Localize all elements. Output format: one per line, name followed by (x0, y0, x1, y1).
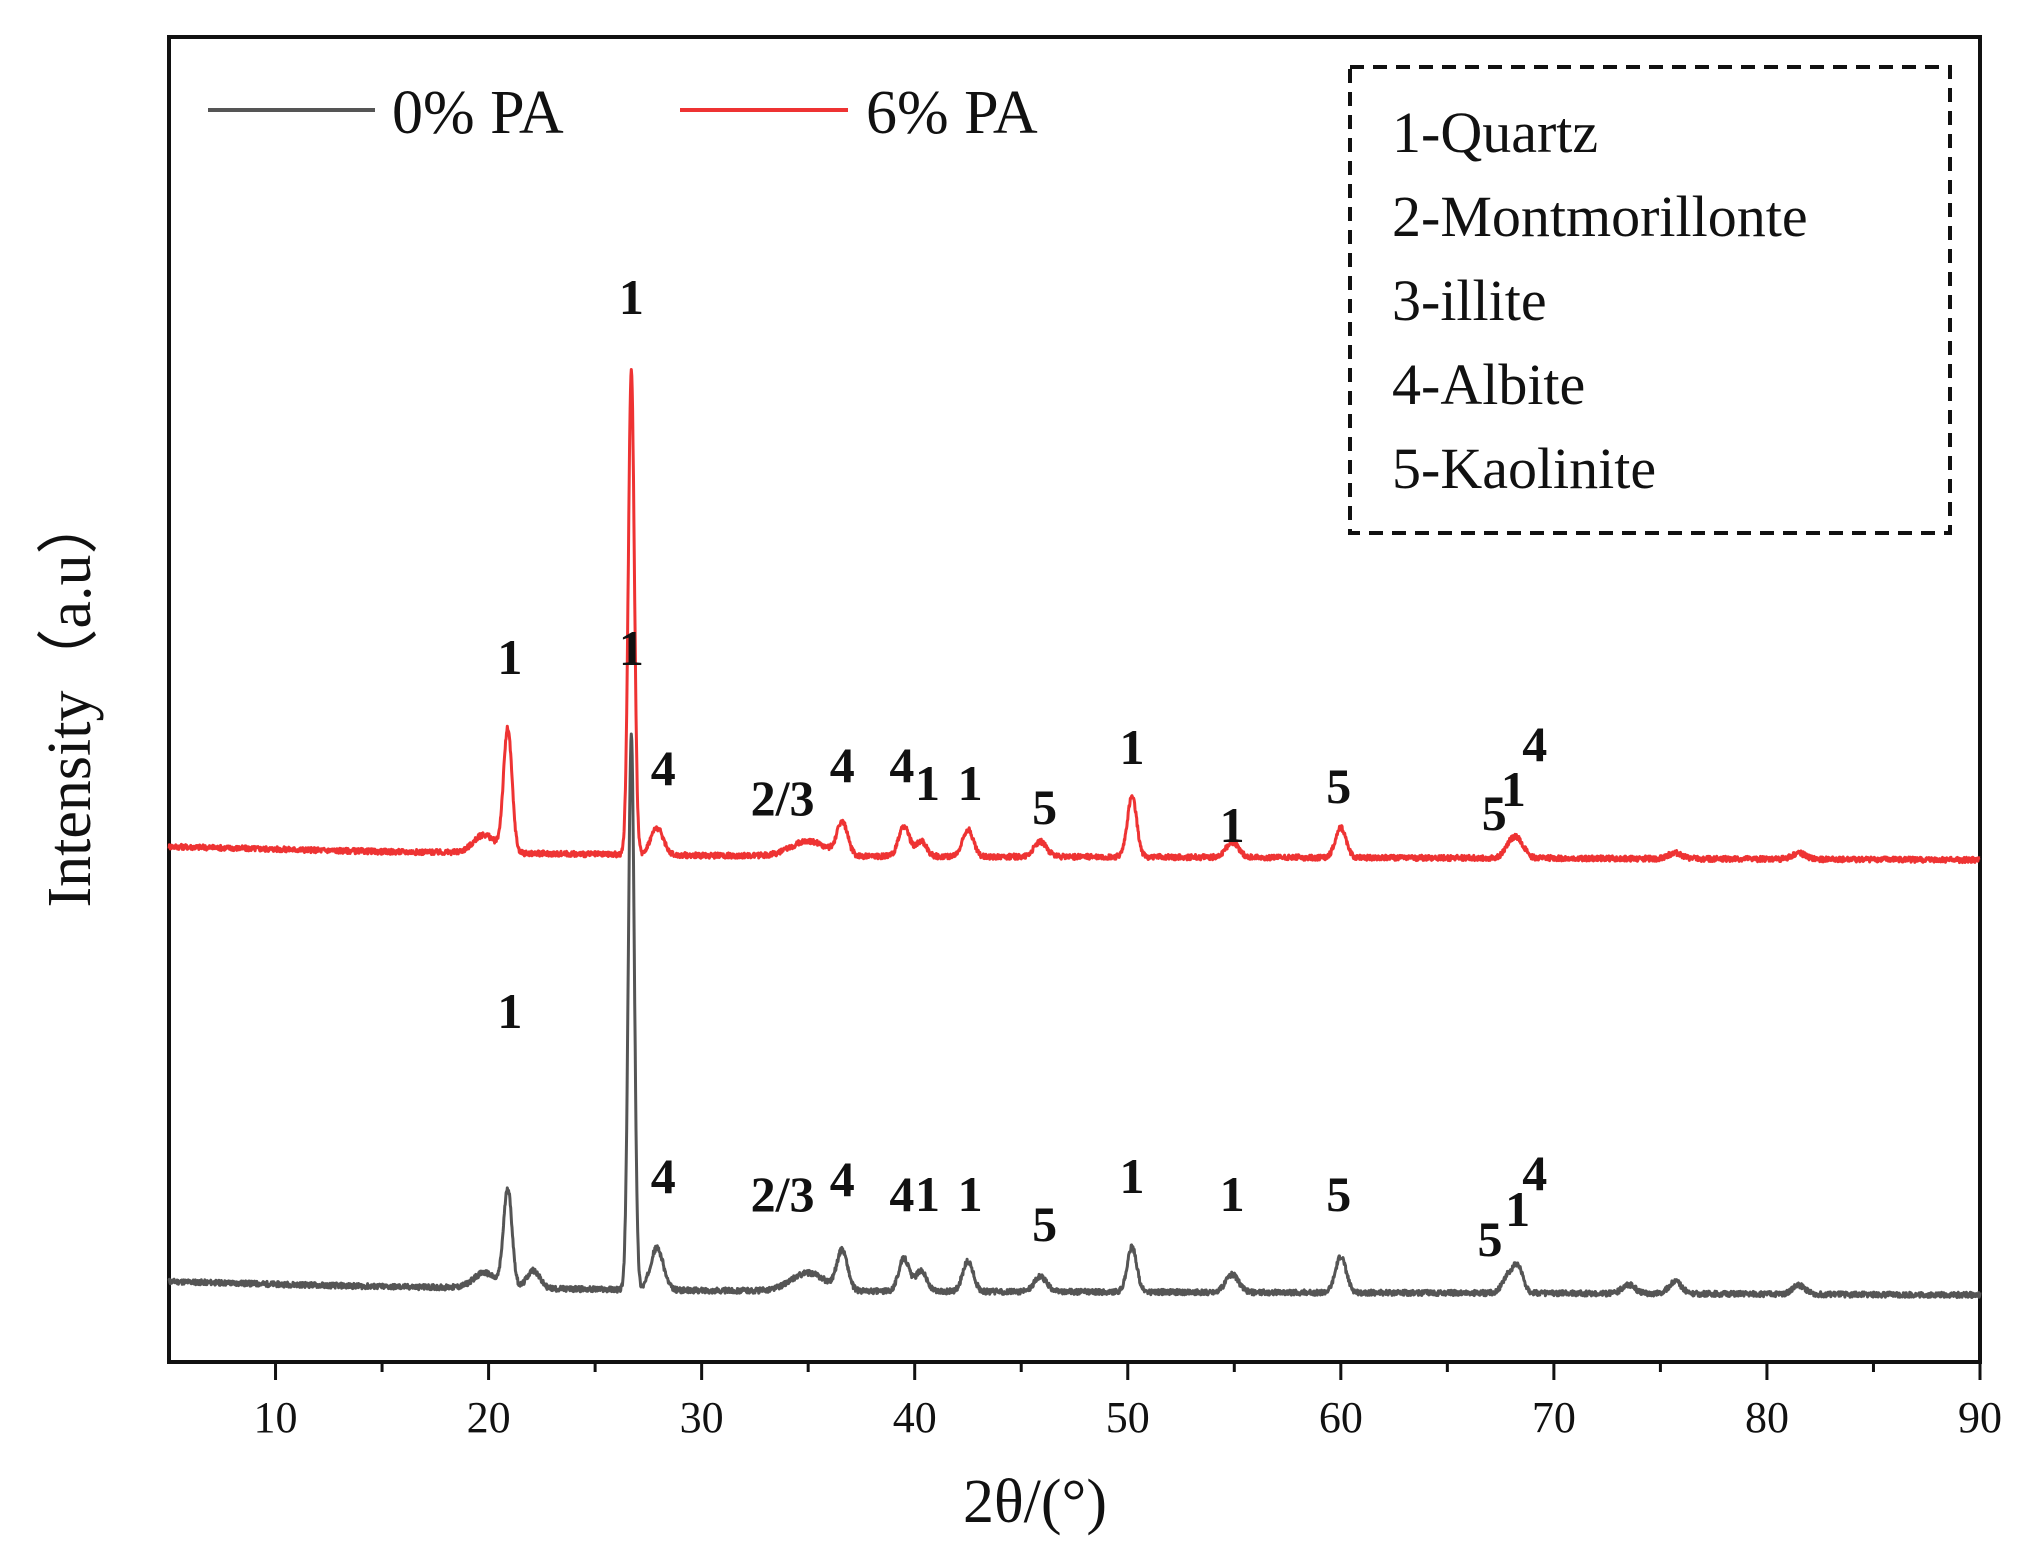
x-tick-label-80: 80 (1745, 1393, 1789, 1442)
peak-label-s0-2: 4 (651, 1148, 676, 1204)
peak-label-s1-2: 4 (651, 740, 676, 796)
peak-label-s0-11: 5 (1326, 1166, 1351, 1222)
x-tick-label-50: 50 (1106, 1393, 1150, 1442)
series-line-1 (167, 368, 1982, 865)
x-axis-title: 2θ/(°) (963, 1468, 1107, 1536)
peak-label-s0-0: 1 (497, 983, 522, 1039)
phase-legend-albite: 4-Albite (1392, 352, 1585, 417)
peak-label-s1-11: 5 (1326, 758, 1351, 814)
plot-frame (167, 35, 1982, 1364)
peak-label-s1-3: 2/3 (751, 770, 815, 826)
peak-label-s0-7: 1 (958, 1166, 983, 1222)
peak-label-s1-6: 1 (915, 755, 940, 811)
peak-label-s0-3: 2/3 (751, 1166, 815, 1222)
peak-label-s0-9: 1 (1120, 1148, 1145, 1204)
x-tick-label-90: 90 (1958, 1393, 2002, 1442)
x-tick-label-60: 60 (1319, 1393, 1363, 1442)
peak-label-s0-12: 5 (1477, 1211, 1502, 1267)
phase-legend-box: 1-Quartz 2-Montmorillonte 3-illite 4-Alb… (1348, 65, 1952, 535)
phase-legend-quartz: 1-Quartz (1392, 100, 1598, 165)
x-axis-ticks: 10 20 30 40 50 60 70 80 90 (254, 1362, 2002, 1442)
peak-label-s0-1: 1 (619, 620, 644, 676)
x-tick-label-20: 20 (467, 1393, 511, 1442)
peak-label-s1-5: 4 (889, 737, 914, 793)
legend-label-6pa: 6% PA (866, 79, 1038, 147)
peak-label-s1-4: 4 (830, 737, 855, 793)
peak-label-s1-8: 5 (1032, 779, 1057, 835)
peak-label-s1-10: 1 (1220, 797, 1245, 853)
peak-label-s1-1: 1 (619, 269, 644, 325)
series-line-0 (167, 732, 1982, 1299)
x-tick-label-40: 40 (893, 1393, 937, 1442)
phase-legend-frame (1348, 65, 1952, 535)
peak-label-s0-5: 4 (889, 1166, 914, 1222)
peak-label-s0-13: 1 (1505, 1181, 1530, 1237)
phase-legend-illite: 3-illite (1392, 268, 1547, 333)
peak-label-s0-8: 5 (1032, 1196, 1057, 1252)
peak-label-s0-4: 4 (830, 1151, 855, 1207)
peak-label-s1-0: 1 (497, 629, 522, 685)
peak-label-s1-14: 4 (1522, 716, 1547, 772)
x-tick-label-70: 70 (1532, 1393, 1576, 1442)
y-axis-title: Intensity（a.u） (36, 493, 104, 908)
peak-label-s1-7: 1 (958, 755, 983, 811)
series-legend: 0% PA 6% PA (208, 79, 1038, 147)
peak-label-s0-14: 4 (1522, 1145, 1547, 1201)
phase-legend-kaolinite: 5-Kaolinite (1392, 436, 1656, 501)
peak-label-s1-13: 1 (1501, 761, 1526, 817)
legend-label-0pa: 0% PA (392, 79, 564, 147)
peak-label-s0-6: 1 (915, 1166, 940, 1222)
x-tick-label-10: 10 (254, 1393, 298, 1442)
peak-label-s0-10: 1 (1220, 1166, 1245, 1222)
series-layer (167, 368, 1982, 1299)
phase-legend-montmorillonte: 2-Montmorillonte (1392, 184, 1808, 249)
peak-label-s1-12: 5 (1482, 785, 1507, 841)
peak-label-s1-9: 1 (1120, 719, 1145, 775)
x-tick-label-30: 30 (680, 1393, 724, 1442)
